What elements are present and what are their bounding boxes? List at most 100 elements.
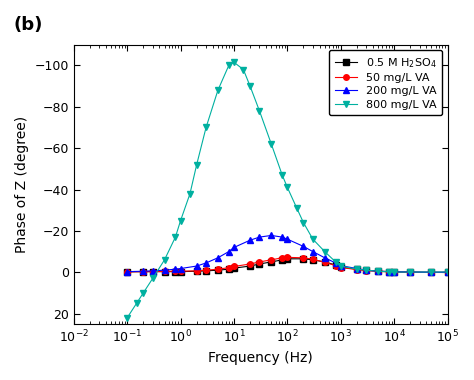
Text: (b): (b): [14, 16, 43, 33]
200 mg/L VA: [150, 269, 155, 273]
0.5 M H$_2$SO$_4$: [284, 256, 290, 261]
200 mg/L VA: [279, 235, 285, 239]
50 mg/L VA: [231, 264, 237, 269]
200 mg/L VA: [247, 238, 253, 242]
800 mg/L VA: [194, 162, 200, 167]
200 mg/L VA: [226, 249, 232, 254]
800 mg/L VA: [150, 276, 155, 281]
200 mg/L VA: [301, 244, 306, 249]
800 mg/L VA: [338, 264, 344, 268]
50 mg/L VA: [310, 257, 316, 261]
800 mg/L VA: [247, 84, 253, 89]
0.5 M H$_2$SO$_4$: [268, 260, 274, 264]
200 mg/L VA: [354, 266, 360, 271]
800 mg/L VA: [279, 173, 285, 177]
200 mg/L VA: [322, 255, 328, 260]
200 mg/L VA: [392, 269, 397, 274]
50 mg/L VA: [322, 260, 328, 264]
0.5 M H$_2$SO$_4$: [310, 258, 316, 262]
50 mg/L VA: [194, 269, 200, 273]
0.5 M H$_2$SO$_4$: [194, 269, 200, 274]
Line: 0.5 M H$_2$SO$_4$: 0.5 M H$_2$SO$_4$: [124, 256, 450, 275]
200 mg/L VA: [124, 269, 130, 274]
200 mg/L VA: [284, 237, 290, 241]
800 mg/L VA: [162, 258, 167, 262]
800 mg/L VA: [294, 206, 300, 211]
200 mg/L VA: [310, 249, 316, 254]
50 mg/L VA: [203, 268, 209, 272]
0.5 M H$_2$SO$_4$: [203, 269, 209, 273]
0.5 M H$_2$SO$_4$: [354, 267, 360, 271]
0.5 M H$_2$SO$_4$: [322, 260, 328, 264]
800 mg/L VA: [124, 315, 130, 320]
800 mg/L VA: [310, 237, 316, 241]
800 mg/L VA: [301, 220, 306, 225]
800 mg/L VA: [226, 63, 232, 68]
50 mg/L VA: [354, 267, 360, 272]
200 mg/L VA: [338, 263, 344, 268]
200 mg/L VA: [268, 233, 274, 238]
Line: 800 mg/L VA: 800 mg/L VA: [124, 59, 451, 321]
0.5 M H$_2$SO$_4$: [215, 268, 221, 272]
0.5 M H$_2$SO$_4$: [392, 269, 397, 274]
800 mg/L VA: [284, 185, 290, 190]
0.5 M H$_2$SO$_4$: [445, 270, 450, 274]
200 mg/L VA: [203, 261, 209, 265]
0.5 M H$_2$SO$_4$: [364, 268, 369, 272]
50 mg/L VA: [140, 269, 146, 274]
800 mg/L VA: [173, 235, 178, 239]
50 mg/L VA: [215, 267, 221, 271]
200 mg/L VA: [173, 267, 178, 271]
Y-axis label: Phase of Z (degree): Phase of Z (degree): [15, 116, 29, 253]
50 mg/L VA: [392, 270, 397, 274]
800 mg/L VA: [392, 270, 397, 274]
200 mg/L VA: [215, 255, 221, 260]
200 mg/L VA: [194, 264, 200, 268]
50 mg/L VA: [445, 270, 450, 275]
50 mg/L VA: [428, 270, 434, 275]
0.5 M H$_2$SO$_4$: [231, 266, 237, 271]
800 mg/L VA: [178, 218, 183, 223]
0.5 M H$_2$SO$_4$: [140, 269, 146, 274]
200 mg/L VA: [140, 269, 146, 274]
50 mg/L VA: [247, 262, 253, 266]
200 mg/L VA: [386, 269, 392, 274]
50 mg/L VA: [162, 269, 167, 274]
200 mg/L VA: [428, 270, 434, 274]
200 mg/L VA: [333, 261, 338, 265]
800 mg/L VA: [140, 291, 146, 295]
800 mg/L VA: [187, 192, 193, 196]
800 mg/L VA: [445, 270, 450, 274]
800 mg/L VA: [268, 142, 274, 146]
0.5 M H$_2$SO$_4$: [428, 270, 434, 274]
50 mg/L VA: [268, 258, 274, 262]
800 mg/L VA: [322, 249, 328, 254]
0.5 M H$_2$SO$_4$: [301, 256, 306, 261]
50 mg/L VA: [150, 269, 155, 274]
Legend: 0.5 M H$_2$SO$_4$, 50 mg/L VA, 200 mg/L VA, 800 mg/L VA: 0.5 M H$_2$SO$_4$, 50 mg/L VA, 200 mg/L …: [329, 50, 442, 115]
50 mg/L VA: [226, 266, 232, 270]
0.5 M H$_2$SO$_4$: [375, 269, 381, 273]
800 mg/L VA: [240, 67, 246, 72]
800 mg/L VA: [215, 88, 221, 92]
50 mg/L VA: [364, 268, 369, 273]
50 mg/L VA: [256, 260, 262, 264]
200 mg/L VA: [445, 270, 450, 274]
0.5 M H$_2$SO$_4$: [338, 265, 344, 269]
50 mg/L VA: [333, 263, 338, 268]
0.5 M H$_2$SO$_4$: [162, 269, 167, 274]
0.5 M H$_2$SO$_4$: [247, 264, 253, 268]
0.5 M H$_2$SO$_4$: [173, 269, 178, 274]
0.5 M H$_2$SO$_4$: [226, 267, 232, 271]
50 mg/L VA: [178, 269, 183, 274]
50 mg/L VA: [173, 269, 178, 274]
800 mg/L VA: [333, 260, 338, 264]
800 mg/L VA: [428, 270, 434, 274]
0.5 M H$_2$SO$_4$: [279, 258, 285, 262]
0.5 M H$_2$SO$_4$: [178, 269, 183, 274]
50 mg/L VA: [301, 255, 306, 260]
Line: 50 mg/L VA: 50 mg/L VA: [124, 255, 450, 275]
800 mg/L VA: [375, 269, 381, 274]
0.5 M H$_2$SO$_4$: [150, 269, 155, 274]
200 mg/L VA: [162, 268, 167, 272]
